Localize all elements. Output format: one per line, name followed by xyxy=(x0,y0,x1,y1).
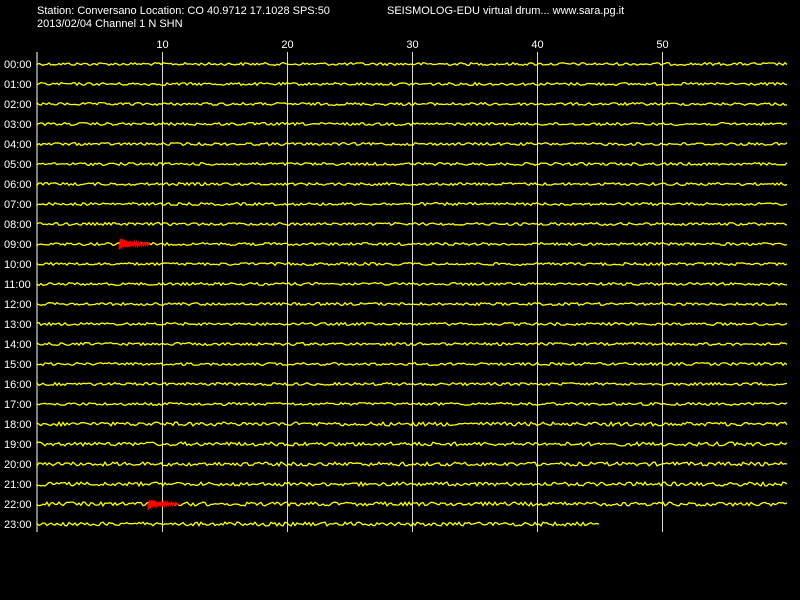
trace-2000 xyxy=(36,460,788,468)
hour-label: 23:00 xyxy=(4,519,32,531)
hour-label: 06:00 xyxy=(4,179,32,191)
trace-1400 xyxy=(36,341,788,347)
trace-1800 xyxy=(36,420,788,428)
hour-label: 20:00 xyxy=(4,459,32,471)
trace-0100 xyxy=(36,81,788,87)
trace-0500 xyxy=(36,161,788,167)
hour-label: 04:00 xyxy=(4,139,32,151)
hour-label: 11:00 xyxy=(4,279,31,291)
grid xyxy=(36,52,663,532)
hour-label: 13:00 xyxy=(4,319,32,331)
trace-1900 xyxy=(36,441,788,447)
x-tick-label: 50 xyxy=(656,39,668,51)
trace-1700 xyxy=(36,401,788,407)
event-0900 xyxy=(118,238,151,250)
trace-1300 xyxy=(36,321,788,327)
trace-0900 xyxy=(36,241,788,247)
hour-label: 18:00 xyxy=(4,419,32,431)
trace-1000 xyxy=(36,261,788,267)
hour-label: 14:00 xyxy=(4,339,32,351)
hour-label: 00:00 xyxy=(4,59,32,71)
trace-0600 xyxy=(36,181,788,188)
trace-1100 xyxy=(36,281,788,287)
hour-label: 02:00 xyxy=(4,99,32,111)
hour-label: 07:00 xyxy=(4,199,32,211)
trace-0200 xyxy=(36,101,788,107)
trace-0800 xyxy=(36,221,788,227)
x-tick-label: 10 xyxy=(156,39,168,51)
x-tick-label: 40 xyxy=(531,39,543,51)
event-2200 xyxy=(147,499,179,510)
hour-label: 10:00 xyxy=(4,259,32,271)
trace-1200 xyxy=(36,301,788,307)
trace-2100 xyxy=(36,480,788,488)
trace-1600 xyxy=(36,381,788,387)
trace-2300 xyxy=(36,521,600,527)
hour-label: 17:00 xyxy=(4,399,32,411)
hour-label: 21:00 xyxy=(4,479,32,491)
hour-label: 03:00 xyxy=(4,119,32,131)
date-channel-info: 2013/02/04 Channel 1 N SHN xyxy=(37,18,183,30)
x-tick-label: 20 xyxy=(281,39,293,51)
hour-label: 08:00 xyxy=(4,219,32,231)
hour-label: 16:00 xyxy=(4,379,32,391)
event-marks xyxy=(118,238,179,510)
trace-0300 xyxy=(36,121,788,127)
hour-label: 05:00 xyxy=(4,159,32,171)
trace-1500 xyxy=(36,361,788,367)
trace-0000 xyxy=(36,61,788,67)
station-info: Station: Conversano Location: CO 40.9712… xyxy=(37,5,330,17)
trace-0400 xyxy=(36,141,788,147)
x-tick-label: 30 xyxy=(406,39,418,51)
hour-label: 09:00 xyxy=(4,239,32,251)
trace-0700 xyxy=(36,201,788,207)
x-axis-ticks: 10 20 30 40 50 xyxy=(156,39,668,51)
hour-label: 12:00 xyxy=(4,299,32,311)
hour-label: 01:00 xyxy=(4,79,32,91)
hour-label: 15:00 xyxy=(4,359,32,371)
hour-label: 22:00 xyxy=(4,499,32,511)
trace-lines xyxy=(36,61,788,527)
hour-label: 19:00 xyxy=(4,439,32,451)
hour-labels: 00:00 01:00 02:00 03:00 04:00 05:00 06:00 07:00… xyxy=(4,59,32,531)
software-brand: SEISMOLOG-EDU virtual drum... www.sara.p… xyxy=(387,5,625,17)
